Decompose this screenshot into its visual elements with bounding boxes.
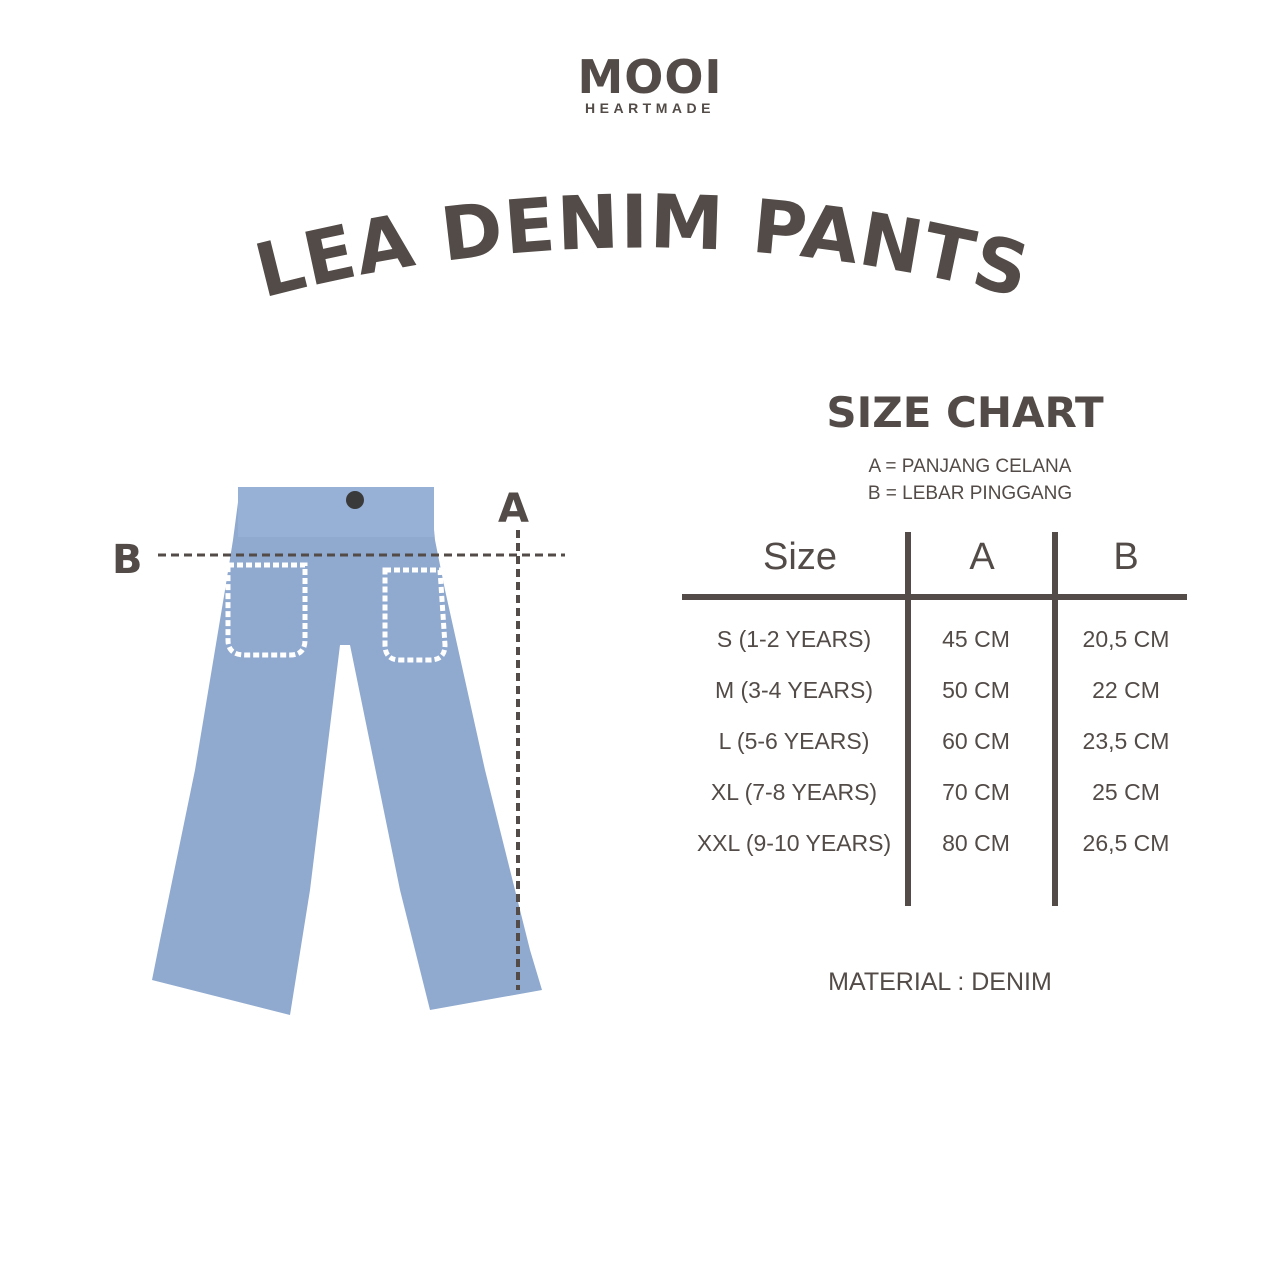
material-label: MATERIAL : DENIM: [828, 968, 1052, 996]
label-a: A: [498, 486, 529, 532]
table-cell: 20,5 CM: [1082, 626, 1170, 652]
legend-a: A = PANJANG CELANA: [868, 456, 1072, 477]
header-size: Size: [763, 536, 837, 578]
brand-logo: MOOI: [577, 50, 723, 104]
column-divider: [1052, 532, 1058, 906]
brand-tagline: HEARTMADE: [585, 100, 715, 116]
table-cell: S (1-2 YEARS): [716, 626, 872, 652]
pants-diagram: A B: [112, 486, 565, 1015]
legend-b: B = LEBAR PINGGANG: [867, 483, 1073, 504]
table-cell: XXL (9-10 YEARS): [696, 830, 892, 856]
pants-image: [152, 487, 542, 1015]
column-a: 45 CM 50 CM 60 CM 70 CM 80 CM: [906, 614, 1046, 869]
table-cell: 50 CM: [942, 677, 1010, 703]
product-title-arc: LEA DENIM PANTS: [247, 179, 1038, 315]
table-cell: L (5-6 YEARS): [718, 728, 870, 754]
column-divider: [905, 532, 911, 906]
table-cell: 45 CM: [942, 626, 1010, 652]
label-b: B: [112, 537, 143, 583]
product-title: LEA DENIM PANTS: [247, 179, 1037, 315]
table-cell: 25 CM: [1092, 779, 1160, 805]
table-cell: 60 CM: [942, 728, 1010, 754]
header-b: B: [1113, 536, 1139, 578]
svg-text:LEA DENIM PANTS: LEA DENIM PANTS: [247, 179, 1038, 315]
table-cell: 22 CM: [1092, 677, 1160, 703]
table-cell: 23,5 CM: [1082, 728, 1170, 754]
table-cell: XL (7-8 YEARS): [710, 779, 878, 805]
column-size: S (1-2 YEARS) M (3-4 YEARS) L (5-6 YEARS…: [686, 614, 902, 869]
header-a: A: [969, 536, 995, 578]
table-cell: 26,5 CM: [1082, 830, 1170, 856]
column-b: 20,5 CM 22 CM 23,5 CM 25 CM 26,5 CM: [1058, 614, 1194, 869]
table-cell: M (3-4 YEARS): [714, 677, 874, 703]
table-cell: 70 CM: [942, 779, 1010, 805]
table-cell: 80 CM: [942, 830, 1010, 856]
header-divider: [682, 594, 1187, 600]
size-chart-title: SIZE CHART: [826, 388, 1104, 437]
